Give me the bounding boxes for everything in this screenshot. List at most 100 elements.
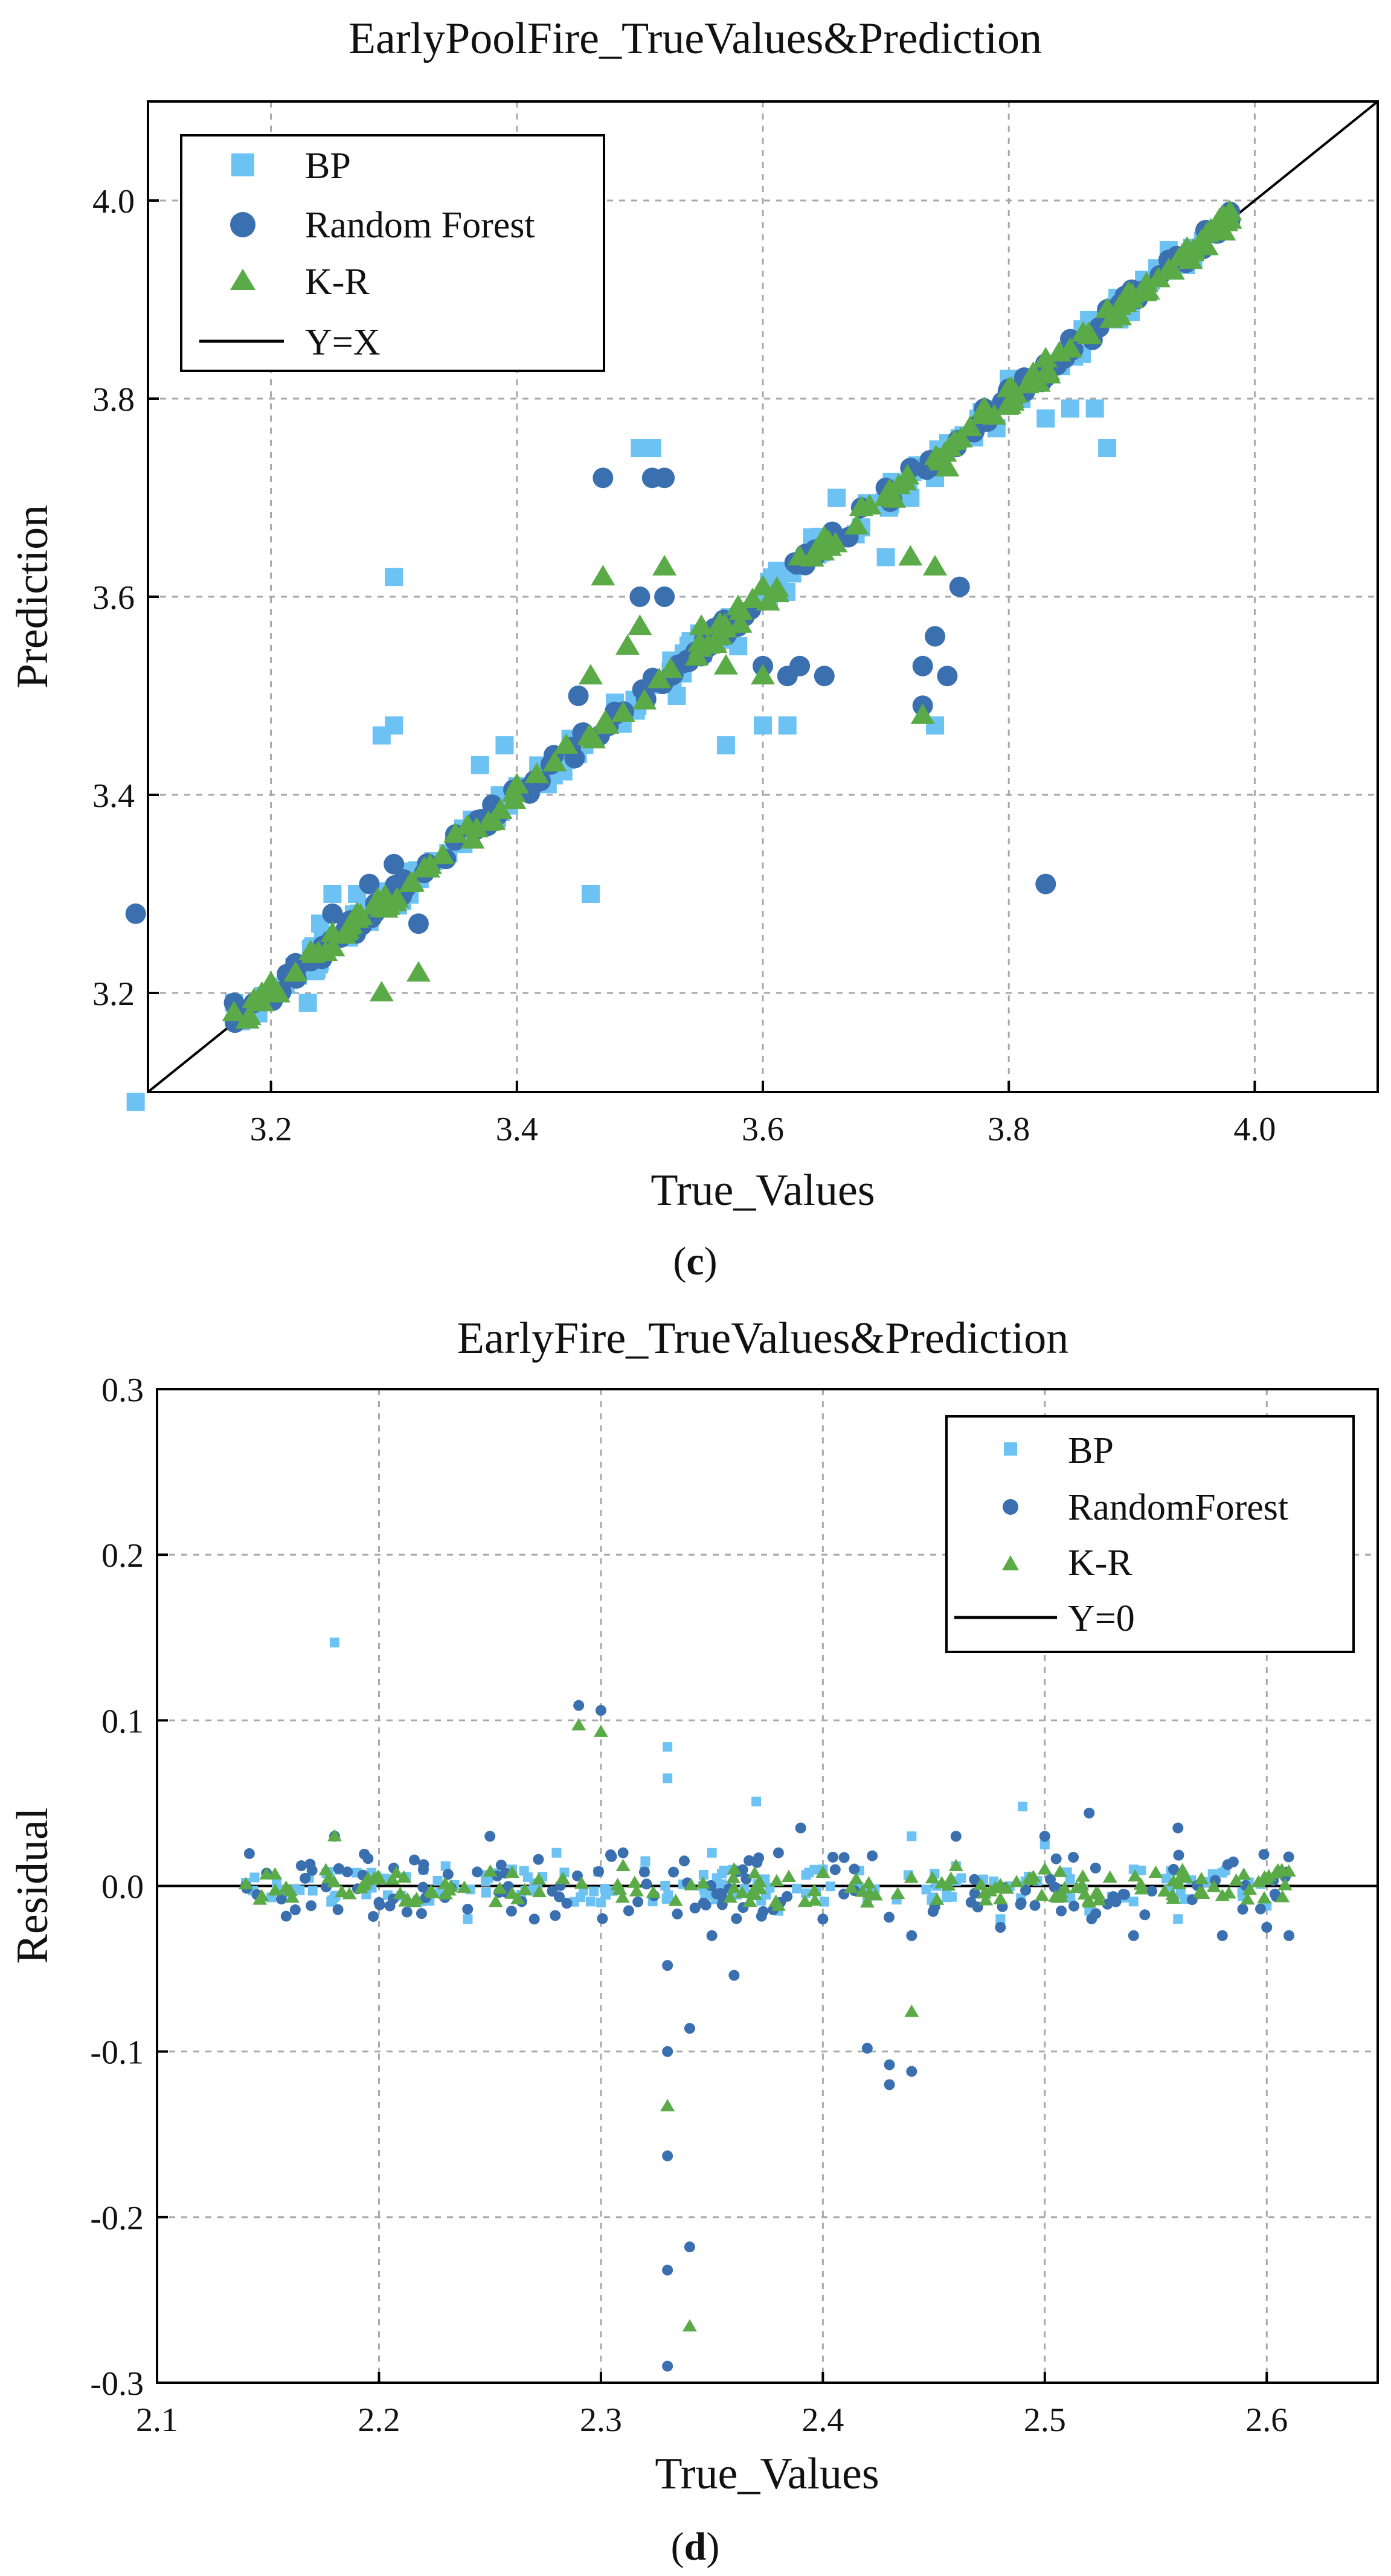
d-point-kr [748, 1887, 763, 1900]
chart-c-x-axis-label: True_Values [651, 1166, 875, 1215]
d-point-kr [1052, 1865, 1067, 1877]
d-point-kr [283, 1883, 298, 1897]
d-point-kr [334, 1884, 349, 1898]
d-point-rf [684, 2023, 695, 2034]
d-point-rf [861, 2043, 873, 2054]
d-point-rf [1039, 1831, 1050, 1842]
c-point-kr [1156, 257, 1181, 278]
c-legend-label-random-forest: Random Forest [305, 205, 535, 246]
c-point-rf [593, 467, 614, 489]
c-point-kr [1023, 370, 1047, 391]
d-point-rf [782, 1890, 793, 1902]
d-x-tick-label: 2.2 [358, 2401, 400, 2439]
c-point-rf [814, 666, 835, 687]
d-point-rf [1102, 1898, 1113, 1910]
chart-c-caption-letter: c [686, 1239, 704, 1283]
d-point-kr [1259, 1872, 1274, 1884]
d-x-tick-label: 2.4 [802, 2401, 844, 2439]
d-point-rf [605, 1849, 616, 1860]
d-point-kr [747, 1866, 762, 1879]
d-point-rf [1050, 1853, 1062, 1865]
chart-d-caption: (d) [671, 2525, 720, 2569]
d-point-kr [327, 1875, 342, 1887]
d-point-kr [1194, 1872, 1209, 1884]
c-point-rf [789, 655, 811, 676]
c-point-kr [1195, 222, 1219, 243]
d-point-bp [698, 1869, 708, 1880]
d-legend-swatch-randomforest [1003, 1499, 1018, 1515]
d-point-kr [555, 1871, 570, 1884]
d-point-rf [662, 2046, 673, 2057]
d-point-rf [342, 1866, 353, 1878]
d-point-kr [517, 1883, 532, 1895]
d-point-kr [1082, 1895, 1097, 1908]
d-x-tick-label: 2.6 [1245, 2401, 1288, 2439]
d-point-bp [907, 1831, 917, 1842]
d-point-bp [809, 1865, 820, 1875]
d-point-kr [1275, 1890, 1290, 1903]
d-point-rf [1044, 1874, 1056, 1885]
c-point-kr [647, 667, 672, 689]
c-point-kr [632, 689, 657, 710]
d-point-bp [589, 1886, 599, 1897]
d-point-kr [1133, 1877, 1148, 1890]
chart-d-title: EarlyFire_TrueValues&Prediction [457, 1314, 1069, 1363]
c-point-rf [629, 586, 651, 607]
c-point-bp [1085, 399, 1104, 418]
d-point-bp [921, 1884, 931, 1895]
d-point-rf [280, 1910, 292, 1922]
c-point-kr [591, 565, 615, 586]
c-legend-label-yx: Y=X [305, 322, 381, 363]
d-point-rf [829, 1864, 841, 1875]
c-point-bp [716, 736, 735, 754]
d-point-kr [1057, 1881, 1072, 1893]
c-point-kr [788, 545, 812, 566]
d-point-kr [571, 1718, 586, 1730]
c-point-rf [925, 626, 946, 647]
d-point-kr [844, 1880, 859, 1893]
c-y-tick-label: 3.8 [92, 381, 135, 419]
d-point-rf [668, 1866, 679, 1878]
d-point-rf [662, 2264, 673, 2276]
d-point-rf [678, 1855, 690, 1867]
d-point-rf [289, 1904, 301, 1916]
c-point-kr [684, 644, 709, 666]
c-point-kr [362, 894, 387, 915]
d-point-kr [1257, 1891, 1272, 1904]
d-point-rf [300, 1872, 311, 1884]
c-point-kr [443, 822, 467, 843]
d-point-rf [401, 1906, 413, 1918]
chart-c-caption: (c) [673, 1239, 717, 1283]
d-point-kr [574, 1876, 589, 1889]
d-point-kr [268, 1867, 283, 1880]
c-point-kr [942, 429, 967, 451]
c-legend-swatch-kr [230, 269, 255, 290]
c-point-kr [1033, 347, 1058, 368]
c-point-rf [912, 655, 933, 676]
d-point-rf [416, 1908, 427, 1919]
d-point-kr [396, 1870, 411, 1883]
chart-c-points [125, 199, 1242, 1111]
d-point-kr [781, 1869, 796, 1883]
d-point-rf [442, 1869, 454, 1880]
c-point-rf [408, 913, 429, 934]
d-point-kr [682, 2319, 697, 2332]
d-point-kr [993, 1892, 1008, 1904]
d-point-rf [495, 1859, 507, 1871]
d-point-kr [1277, 1878, 1293, 1890]
c-point-kr [283, 961, 308, 982]
d-point-rf [1258, 1849, 1270, 1860]
d-point-bp [792, 1883, 802, 1893]
d-point-rf [1172, 1822, 1184, 1834]
c-point-kr [259, 971, 283, 992]
c-point-kr [460, 827, 485, 849]
d-point-bp [663, 1890, 673, 1900]
d-point-kr [815, 1865, 830, 1878]
c-point-kr [1194, 234, 1219, 255]
d-point-rf [711, 1888, 722, 1900]
d-point-rf [593, 1866, 605, 1877]
d-point-bp [463, 1914, 473, 1924]
c-series-k-r [222, 199, 1242, 1029]
d-point-kr [861, 1876, 876, 1889]
d-point-rf [662, 2150, 673, 2162]
